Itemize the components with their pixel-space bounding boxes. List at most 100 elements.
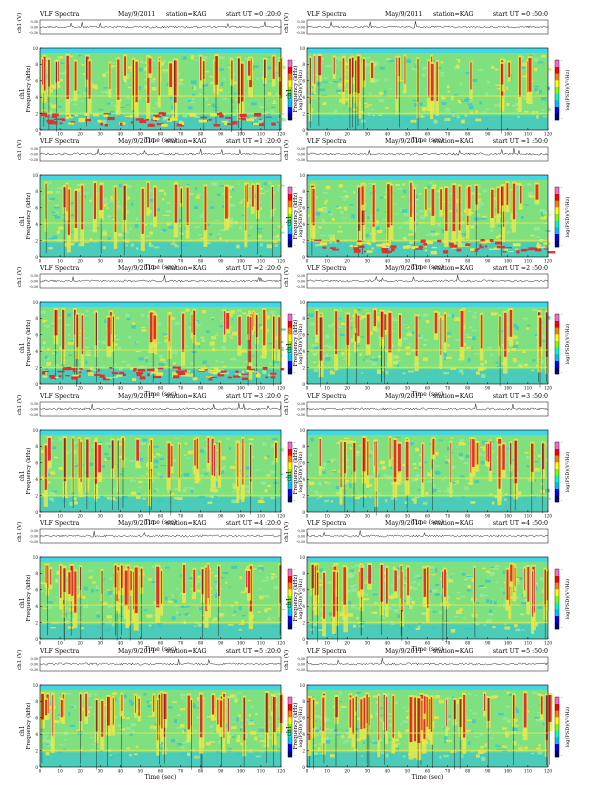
spectrum-speckle xyxy=(58,72,64,74)
spectrum-speckle xyxy=(392,701,398,705)
spectrum-speckle xyxy=(256,228,263,230)
spectrum-speckle xyxy=(488,245,495,247)
amplitude-tick-label: -0.30 xyxy=(29,158,38,162)
spectrum-speckle xyxy=(450,367,457,370)
low-frequency-emission xyxy=(164,112,167,116)
spectrum-speckle xyxy=(91,743,96,745)
amplitude-tick-label: -0.30 xyxy=(296,540,305,544)
x-tick-label: 110 xyxy=(524,769,532,774)
spectrum-speckle xyxy=(309,313,314,317)
spectrum-speckle xyxy=(118,366,123,371)
spectrum-speckle xyxy=(43,735,48,738)
x-tick-label: 90 xyxy=(485,769,491,774)
spectrum-speckle xyxy=(382,465,386,470)
spectrum-speckle xyxy=(92,84,98,89)
low-frequency-emission xyxy=(371,247,374,250)
spheric-burst xyxy=(273,697,276,733)
spheric-line xyxy=(86,439,88,510)
spectrum-speckle xyxy=(405,729,411,733)
low-frequency-emission xyxy=(270,372,277,375)
spectrum-speckle xyxy=(476,452,483,456)
spectrum-speckle xyxy=(547,68,552,71)
spectrum-speckle xyxy=(356,617,359,620)
spheric-burst xyxy=(519,57,521,97)
spectrum-speckle xyxy=(106,207,109,210)
spectrum-speckle xyxy=(47,742,53,747)
spheric-burst xyxy=(278,317,281,350)
spectrum-speckle xyxy=(273,100,276,104)
spectrum-speckle xyxy=(471,241,477,243)
spheric-burst xyxy=(380,565,383,602)
low-frequency-emission xyxy=(456,248,462,252)
spectrum-speckle xyxy=(101,341,107,344)
spheric-burst xyxy=(506,183,509,205)
low-frequency-emission xyxy=(200,116,208,119)
spectrum-speckle xyxy=(130,366,133,370)
spheric-burst xyxy=(444,314,446,343)
amplitude-tick-label: 0.00 xyxy=(297,26,305,30)
panel-date: May/9/2011 xyxy=(118,648,155,655)
spectrum-speckle xyxy=(336,442,342,444)
spectrum-speckle xyxy=(84,337,89,340)
spectrum-speckle xyxy=(259,734,264,737)
spectrum-speckle xyxy=(271,460,276,465)
spectrum-speckle xyxy=(258,105,264,108)
spectrum-speckle xyxy=(381,752,385,755)
spheric-burst xyxy=(81,315,84,355)
low-frequency-emission xyxy=(449,244,458,248)
spectrum-speckle xyxy=(447,224,450,227)
spectrum-speckle xyxy=(418,462,423,467)
spectrum-speckle xyxy=(156,322,162,327)
spectrum-speckle xyxy=(503,498,507,502)
colorbar-label: log(PSD)(V²/Hz) xyxy=(297,197,304,238)
spectrum-speckle xyxy=(403,212,408,217)
x-tick-label: 10 xyxy=(57,386,63,391)
spectrum-speckle xyxy=(372,356,375,361)
spectrum-speckle xyxy=(372,695,378,698)
colorbar-frame xyxy=(554,59,560,121)
low-frequency-emission xyxy=(158,112,165,115)
spectrum-speckle xyxy=(267,342,273,345)
spectrum-speckle xyxy=(430,230,436,233)
low-frequency-emission xyxy=(208,378,213,381)
low-frequency-emission xyxy=(212,371,219,375)
spectrum-speckle xyxy=(184,442,188,445)
spectrum-speckle xyxy=(409,241,414,244)
spectrum-speckle xyxy=(441,229,446,233)
spectrum-speckle xyxy=(372,611,378,614)
spectrum-speckle xyxy=(414,575,420,578)
spectrum-speckle xyxy=(495,361,499,364)
spectrum-speckle xyxy=(107,237,111,241)
spectrum-speckle xyxy=(430,574,437,576)
spectrum-speckle xyxy=(168,706,173,709)
spheric-burst xyxy=(168,315,170,342)
spectrum-speckle xyxy=(147,363,153,365)
spectrum-speckle xyxy=(329,213,334,216)
spectrum-speckle xyxy=(417,582,421,586)
spectrum-speckle xyxy=(321,94,328,96)
spectrum-speckle xyxy=(374,226,380,230)
spectrum-speckle xyxy=(482,111,487,114)
colorbar-segment xyxy=(288,730,292,738)
spectrum-speckle xyxy=(470,751,476,753)
spheric-burst xyxy=(238,316,241,346)
spectrum-speckle xyxy=(60,78,63,82)
spectrum-speckle xyxy=(100,465,105,468)
spectrum-speckle xyxy=(522,349,526,353)
x-tick-label: 120 xyxy=(544,641,552,646)
spheric-burst xyxy=(42,59,43,85)
low-frequency-emission xyxy=(71,376,76,380)
spectrum-speckle xyxy=(535,227,541,230)
spectrum-speckle xyxy=(489,600,493,605)
x-tick-label: 40 xyxy=(385,514,391,519)
spectrum-speckle xyxy=(372,63,376,67)
spectrum-speckle xyxy=(372,358,379,361)
spectrum-speckle xyxy=(489,229,494,232)
spectrum-speckle xyxy=(220,113,225,115)
low-frequency-emission xyxy=(111,372,119,375)
x-tick-label: 100 xyxy=(504,259,512,264)
spectrum-speckle xyxy=(516,577,523,581)
spectrum-speckle xyxy=(338,86,342,89)
spectrum-speckle xyxy=(231,357,235,361)
colorbar-segment xyxy=(555,220,559,228)
